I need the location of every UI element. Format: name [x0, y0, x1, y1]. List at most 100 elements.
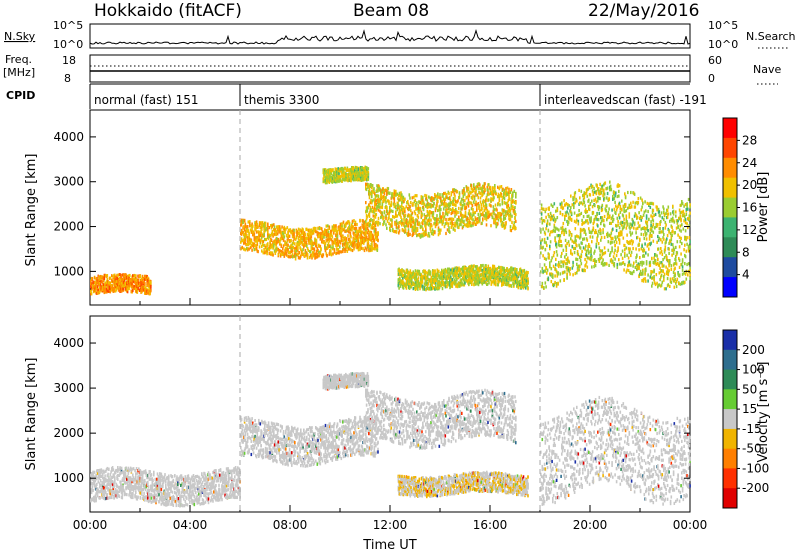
heatmap-cell: [331, 239, 334, 244]
heatmap-cell: [511, 214, 513, 218]
heatmap-cell: [437, 199, 439, 204]
heatmap-cell: [482, 201, 485, 205]
heatmap-cell: [492, 279, 495, 283]
heatmap-cell: [277, 252, 280, 256]
heatmap-cell: [353, 245, 355, 249]
heatmap-cell: [510, 284, 513, 288]
heatmap-cell: [407, 273, 409, 277]
heatmap-cell: [386, 226, 388, 230]
heatmap-cell: [404, 210, 406, 214]
heatmap-cell: [306, 254, 309, 258]
heatmap-cell: [398, 231, 400, 235]
heatmap-cell: [505, 186, 507, 191]
heatmap-cell: [97, 289, 100, 293]
heatmap-cell: [385, 195, 387, 200]
heatmap-cell: [295, 235, 298, 239]
heatmap-cell: [494, 203, 497, 207]
heatmap-cell: [381, 211, 384, 215]
heatmap-cell: [490, 282, 493, 286]
heatmap-cell: [449, 197, 451, 201]
heatmap-cell: [502, 282, 505, 286]
heatmap-cell: [295, 249, 298, 253]
heatmap-cell: [556, 234, 559, 238]
heatmap-cell: [264, 225, 267, 229]
heatmap-cell: [556, 208, 559, 212]
heatmap-cell: [317, 249, 319, 253]
heatmap-cell: [564, 211, 567, 215]
heatmap-cell: [366, 226, 369, 230]
nsky-tick-top: 10^5: [53, 19, 83, 32]
heatmap-cell: [383, 198, 385, 202]
heatmap-cell: [373, 229, 376, 233]
heatmap-cell: [348, 237, 351, 241]
heatmap-cell: [345, 173, 348, 177]
heatmap-cell: [367, 238, 370, 242]
heatmap-cell: [366, 235, 368, 239]
heatmap-cell: [447, 281, 450, 285]
heatmap-cell: [338, 225, 340, 229]
beam-title: Beam 08: [353, 1, 429, 21]
heatmap-cell: [492, 264, 494, 268]
heatmap-cell: [126, 286, 129, 290]
heatmap-cell: [316, 252, 319, 256]
heatmap-cell: [383, 216, 385, 220]
heatmap-cell: [394, 222, 396, 226]
heatmap-cell: [522, 286, 525, 290]
heatmap-cell: [347, 168, 349, 172]
heatmap-cell: [514, 267, 517, 271]
heatmap-cell: [429, 225, 432, 229]
heatmap-cell: [541, 221, 544, 225]
heatmap-cell: [255, 230, 258, 234]
heatmap-cell: [509, 214, 512, 218]
heatmap-cell: [370, 238, 373, 242]
heatmap-cell: [262, 240, 265, 244]
heatmap-cell: [354, 223, 357, 227]
heatmap-cell: [315, 244, 318, 248]
heatmap-cell: [329, 233, 331, 237]
heatmap-cell: [460, 222, 462, 227]
heatmap-cell: [505, 213, 507, 217]
heatmap-cell: [404, 207, 406, 211]
heatmap-cell: [357, 248, 360, 252]
heatmap-cell: [388, 212, 390, 216]
heatmap-cell: [475, 200, 477, 204]
heatmap-cell: [489, 191, 492, 196]
heatmap-cell: [441, 271, 444, 276]
heatmap-cell: [455, 203, 457, 207]
heatmap-cell: [426, 274, 429, 278]
heatmap-cell: [300, 237, 302, 241]
heatmap-cell: [497, 185, 499, 189]
heatmap-cell: [401, 204, 403, 208]
heatmap-cell: [96, 281, 98, 285]
heatmap-cell: [277, 237, 280, 242]
heatmap-cell: [442, 211, 444, 215]
heatmap-cell: [556, 253, 559, 257]
heatmap-cell: [464, 203, 466, 207]
heatmap-cell: [332, 245, 334, 249]
heatmap-cell: [555, 269, 558, 273]
nsearch-label: N.Search: [746, 30, 796, 43]
heatmap-cell: [404, 228, 407, 232]
heatmap-cell: [436, 214, 438, 218]
heatmap-cell: [491, 190, 493, 194]
heatmap-cell: [489, 276, 492, 280]
heatmap-cell: [407, 228, 410, 232]
heatmap-cell: [147, 282, 149, 286]
heatmap-cell: [246, 225, 249, 229]
heatmap-cell: [294, 242, 296, 246]
heatmap-cell: [499, 203, 501, 207]
heatmap-cell: [266, 249, 268, 254]
heatmap-cell: [423, 213, 426, 217]
heatmap-cell: [366, 231, 369, 235]
heatmap-cell: [372, 207, 375, 211]
heatmap-cell: [564, 255, 566, 259]
cpid-label: CPID: [6, 89, 35, 102]
heatmap-cell: [371, 240, 373, 244]
heatmap-cell: [554, 274, 556, 278]
heatmap-cell: [386, 192, 388, 196]
heatmap-cell: [548, 215, 550, 219]
heatmap-cell: [460, 273, 463, 277]
heatmap-cell: [475, 188, 477, 192]
heatmap-cell: [368, 184, 370, 188]
heatmap-cell: [567, 206, 569, 210]
